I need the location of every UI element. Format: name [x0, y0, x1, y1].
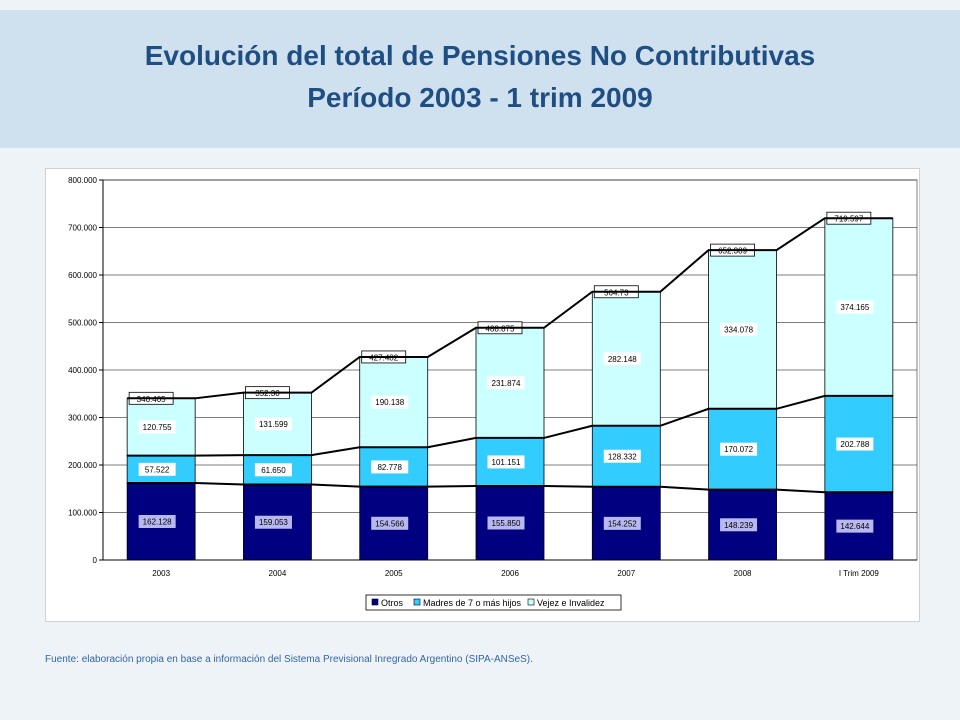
legend-label: Madres de 7 o más hijos: [423, 598, 522, 608]
x-tick-label: 2003: [152, 569, 170, 578]
title-band: [0, 10, 960, 148]
data-label: 190.138: [375, 398, 404, 407]
y-tick-label: 700.000: [68, 224, 97, 233]
data-label-bg: [720, 442, 758, 456]
data-label: 334.078: [724, 325, 753, 334]
y-tick-label: 800.000: [68, 176, 97, 185]
data-label-bg: [836, 437, 874, 451]
data-label-bg: [836, 519, 874, 533]
y-tick-label: 600.000: [68, 271, 97, 280]
data-label: 82.778: [377, 463, 402, 472]
data-label-bg: [603, 352, 641, 366]
data-label-bg: [836, 300, 874, 314]
data-label: 154.566: [375, 519, 404, 528]
source-note: Fuente: elaboración propia en base a inf…: [45, 654, 533, 665]
data-label-bg: [371, 395, 409, 409]
legend-swatch: [527, 598, 535, 606]
data-label-bg: [254, 515, 292, 529]
data-label: 61.650: [261, 466, 286, 475]
x-tick-label: I Trim 2009: [839, 569, 880, 578]
data-label-bg: [603, 516, 641, 530]
data-label: 374.165: [840, 303, 869, 312]
series-line: [127, 217, 893, 400]
data-label: 120.755: [143, 423, 172, 432]
data-label-bg: [138, 420, 176, 434]
legend-swatch: [413, 598, 421, 606]
legend-label: Vejez e Invalidez: [537, 598, 605, 608]
data-label: 131.599: [259, 420, 288, 429]
legend: [365, 594, 622, 611]
series-line: [127, 481, 893, 494]
data-label-bg: [603, 449, 641, 463]
y-tick-label: 400.000: [68, 366, 97, 375]
legend-swatch: [371, 598, 379, 606]
page-subtitle: Período 2003 - 1 trim 2009: [307, 82, 653, 113]
x-tick-label: 2006: [501, 569, 519, 578]
y-tick-label: 0: [93, 556, 98, 565]
data-label: 148.239: [724, 521, 753, 530]
data-label-bg: [487, 516, 525, 530]
data-label: 154.252: [608, 519, 637, 528]
data-label-bg: [371, 516, 409, 530]
data-label: 57.522: [145, 465, 170, 474]
page-title: Evolución del total de Pensiones No Cont…: [144, 40, 816, 71]
data-label: 159.053: [259, 518, 288, 527]
x-tick-label: 2008: [734, 569, 752, 578]
data-label: 162.128: [143, 517, 172, 526]
data-label: 282.148: [608, 355, 637, 364]
data-label: 155.850: [492, 519, 521, 528]
y-tick-label: 100.000: [68, 509, 97, 518]
data-label: 170.072: [724, 445, 753, 454]
data-label-bg: [487, 376, 525, 390]
data-label-bg: [254, 417, 292, 431]
series-line: [127, 394, 893, 457]
legend-label: Otros: [381, 598, 404, 608]
data-label: 101.151: [492, 458, 521, 467]
x-tick-label: 2007: [617, 569, 635, 578]
data-label-bg: [720, 518, 758, 532]
y-tick-label: 500.000: [68, 319, 97, 328]
data-label-bg: [138, 462, 176, 476]
x-tick-label: 2004: [269, 569, 287, 578]
data-label-bg: [138, 514, 176, 528]
y-tick-label: 200.000: [68, 461, 97, 470]
data-label-bg: [720, 322, 758, 336]
data-label-bg: [254, 463, 292, 477]
data-label-bg: [487, 455, 525, 469]
data-label: 231.874: [492, 379, 521, 388]
data-label-bg: [371, 460, 409, 474]
data-label: 142.644: [840, 522, 869, 531]
data-label: 202.788: [840, 440, 869, 449]
data-label: 128.332: [608, 452, 637, 461]
y-tick-label: 300.000: [68, 414, 97, 423]
x-tick-label: 2005: [385, 569, 403, 578]
